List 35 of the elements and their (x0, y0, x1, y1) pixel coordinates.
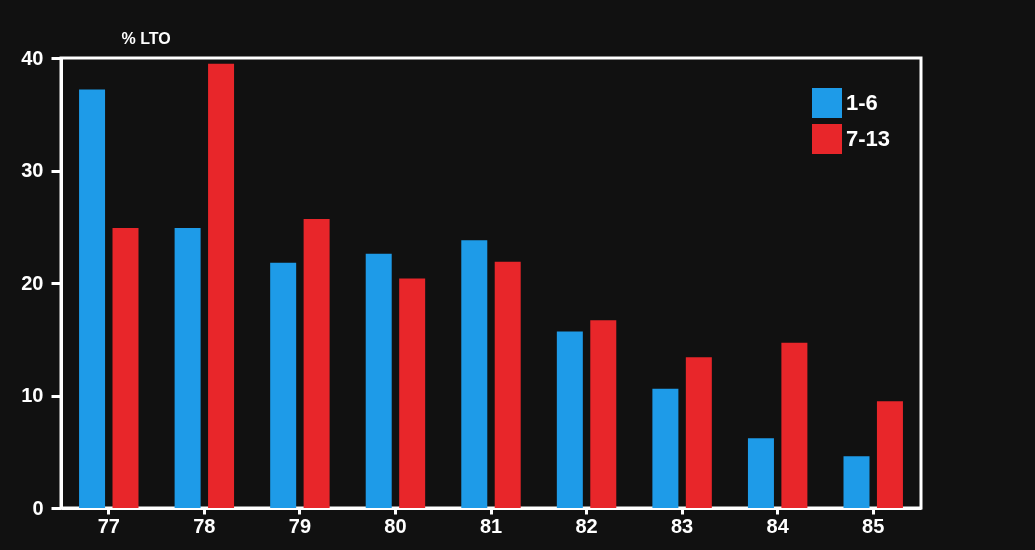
bar (270, 262, 297, 508)
bar (79, 89, 106, 508)
bar (174, 227, 201, 508)
x-tick-label: 85 (862, 514, 885, 537)
bar (461, 240, 488, 508)
bar (208, 63, 235, 508)
bar (494, 261, 521, 508)
legend-label: 1-6 (846, 90, 878, 115)
bar (843, 456, 870, 508)
x-tick-label: 79 (288, 514, 312, 537)
bar (399, 278, 426, 508)
bar (365, 253, 392, 508)
bar (685, 357, 712, 508)
y-axis-title: % LTO (121, 29, 171, 47)
y-tick-label: 10 (21, 384, 44, 406)
bar (652, 388, 679, 508)
x-tick-label: 84 (766, 514, 790, 537)
y-tick-label: 20 (21, 271, 44, 294)
bar (112, 227, 139, 508)
bar (876, 401, 903, 508)
bar (556, 331, 583, 508)
x-tick-label: 82 (575, 514, 598, 537)
x-tick-label: 81 (479, 514, 503, 537)
x-tick-label: 83 (670, 514, 694, 537)
bar (303, 218, 330, 508)
y-tick-label: 0 (32, 496, 44, 519)
x-tick-label: 78 (193, 514, 216, 537)
y-tick-label: 40 (21, 46, 44, 69)
bar (747, 438, 774, 508)
bar (781, 342, 808, 508)
x-tick-label: 80 (384, 514, 407, 537)
y-tick-label: 30 (21, 159, 44, 181)
bar (590, 320, 617, 508)
legend-label: 7-13 (846, 126, 891, 151)
x-tick-label: 77 (97, 514, 120, 537)
